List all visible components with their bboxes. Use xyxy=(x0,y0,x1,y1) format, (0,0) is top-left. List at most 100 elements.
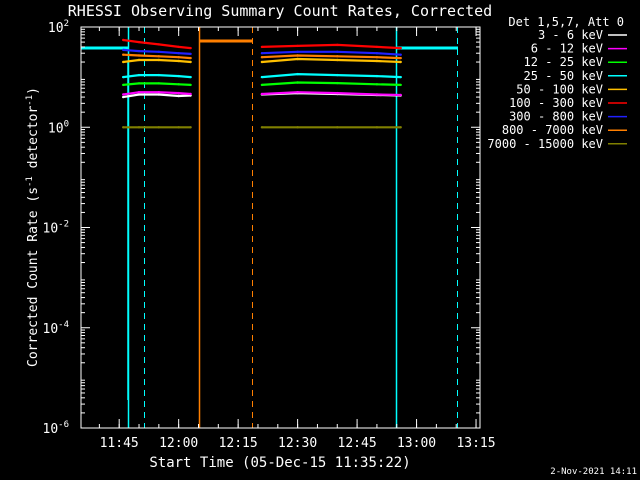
series-point-1 xyxy=(137,91,141,94)
legend-label: 12 - 25 keV xyxy=(524,55,603,69)
series-point-3 xyxy=(189,75,192,79)
series-point-7 xyxy=(375,56,379,59)
series-line-5 xyxy=(123,38,191,50)
series-point-6 xyxy=(189,52,192,56)
series-point-3 xyxy=(399,75,402,79)
series-point-5 xyxy=(399,46,402,50)
legend-label: 6 - 12 keV xyxy=(531,42,603,56)
series-point-8 xyxy=(189,126,192,129)
series-point-8 xyxy=(399,126,402,129)
series-point-7 xyxy=(177,56,180,59)
series-point-0 xyxy=(122,95,125,99)
series-point-1 xyxy=(296,91,299,94)
series-point-3 xyxy=(122,75,125,79)
series-point-3 xyxy=(336,73,339,77)
series-point-6 xyxy=(375,52,379,55)
series-point-4 xyxy=(157,58,160,62)
series-point-1 xyxy=(399,93,402,97)
series-line-2 xyxy=(261,81,401,86)
series-point-6 xyxy=(157,50,160,53)
series-point-1 xyxy=(157,91,160,94)
legend-title: Det 1,5,7, Att 0 xyxy=(508,15,624,29)
series-point-3 xyxy=(137,73,141,77)
series-point-0 xyxy=(157,93,160,96)
series-point-4 xyxy=(399,60,402,64)
series-point-3 xyxy=(375,74,379,78)
series-point-4 xyxy=(296,57,299,61)
legend-label: 25 - 50 keV xyxy=(524,69,603,83)
series-point-2 xyxy=(177,83,180,86)
legend-label: 3 - 6 keV xyxy=(538,28,603,42)
y-tick-label: 10-4 xyxy=(43,320,70,337)
series-point-3 xyxy=(296,72,299,76)
series-point-8 xyxy=(157,126,160,129)
series-point-4 xyxy=(260,60,264,64)
series-point-5 xyxy=(260,45,264,49)
series-line-7 xyxy=(261,54,401,60)
series-line-3 xyxy=(261,72,401,79)
generated-timestamp: 2-Nov-2021 14:11 xyxy=(550,467,637,477)
series-point-8 xyxy=(260,126,264,129)
series-point-2 xyxy=(296,81,299,84)
series-line-3 xyxy=(123,73,191,79)
series-line-0 xyxy=(123,93,191,99)
series-point-7 xyxy=(260,56,264,59)
y-tick-label: 10-6 xyxy=(43,420,70,437)
series-point-0 xyxy=(137,93,141,96)
series-point-2 xyxy=(157,82,160,85)
series-point-7 xyxy=(399,56,402,60)
legend-label: 7000 - 15000 keV xyxy=(487,137,603,151)
series-point-6 xyxy=(296,50,299,53)
series-point-6 xyxy=(260,52,264,55)
series-point-4 xyxy=(177,59,180,63)
series-point-6 xyxy=(177,52,180,55)
series-point-2 xyxy=(122,83,125,87)
series-point-2 xyxy=(260,83,264,87)
series-point-6 xyxy=(122,48,125,52)
x-tick-label: 13:00 xyxy=(397,436,436,451)
series-point-5 xyxy=(336,43,339,47)
series-point-4 xyxy=(189,60,192,64)
series-point-1 xyxy=(375,93,379,96)
series-point-4 xyxy=(336,58,339,62)
legend-label: 50 - 100 keV xyxy=(516,82,603,96)
x-tick-label: 12:00 xyxy=(159,436,198,451)
series-point-8 xyxy=(177,126,180,129)
series-point-5 xyxy=(189,46,192,50)
series-line-2 xyxy=(123,82,191,86)
series-point-2 xyxy=(189,83,192,87)
series-line-7 xyxy=(123,53,191,60)
series-point-1 xyxy=(189,92,192,96)
series-point-6 xyxy=(399,53,402,56)
plot-frame xyxy=(80,26,481,429)
x-tick-label: 11:45 xyxy=(100,436,139,451)
series-line-5 xyxy=(261,43,401,50)
x-tick-label: 12:45 xyxy=(338,436,377,451)
series-point-5 xyxy=(177,45,180,49)
series-point-7 xyxy=(336,55,339,58)
x-tick-label: 13:15 xyxy=(456,436,495,451)
series-point-8 xyxy=(336,126,339,129)
axes: 10-6 10-4 10-2 100 102 11:45 12:00 12:15 12:30 12… xyxy=(43,19,496,451)
series-point-5 xyxy=(157,43,160,46)
series-point-8 xyxy=(137,126,141,129)
series-point-6 xyxy=(336,50,339,53)
series-point-4 xyxy=(375,59,379,63)
legend-label: 100 - 300 keV xyxy=(509,96,603,110)
series-layer xyxy=(122,38,402,129)
x-tick-label: 12:15 xyxy=(219,436,258,451)
series-point-8 xyxy=(296,126,299,129)
x-axis-label: Start Time (05-Dec-15 11:35:22) xyxy=(149,455,410,471)
series-point-6 xyxy=(137,49,141,53)
series-point-5 xyxy=(137,40,141,44)
series-point-2 xyxy=(336,81,339,85)
series-point-5 xyxy=(122,38,125,42)
series-point-1 xyxy=(122,93,125,96)
series-point-8 xyxy=(122,126,125,129)
series-point-1 xyxy=(336,91,339,95)
series-line-6 xyxy=(123,48,191,55)
legend-label: 800 - 7000 keV xyxy=(502,123,603,137)
series-point-3 xyxy=(157,73,160,77)
